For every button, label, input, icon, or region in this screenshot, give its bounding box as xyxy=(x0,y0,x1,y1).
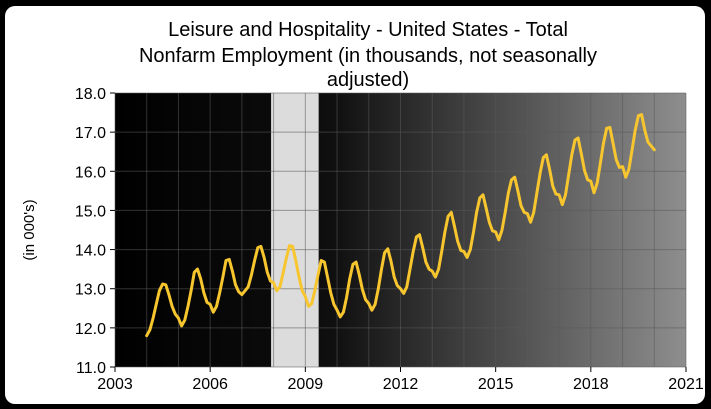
x-tick-label: 2012 xyxy=(383,376,419,393)
y-axis-ticks: 11.0 12.0 13.0 14.0 15.0 16.0 17.0 18.0 xyxy=(75,86,115,377)
chart-title-line-2: Nonfarm Employment (in thousands, not se… xyxy=(139,45,597,67)
y-tick-label: 13.0 xyxy=(75,282,106,299)
x-tick-label: 2021 xyxy=(668,376,704,393)
chart-title-line-3: adjusted) xyxy=(327,69,409,91)
x-tick-label: 2003 xyxy=(97,376,133,393)
y-tick-label: 16.0 xyxy=(75,164,106,181)
x-axis-ticks: 2003 2006 2009 2012 2015 2018 2021 xyxy=(97,367,704,393)
y-tick-label: 18.0 xyxy=(75,86,106,103)
series-line xyxy=(145,113,656,338)
y-tick-label: 12.0 xyxy=(75,321,106,338)
recession-band xyxy=(271,93,319,367)
y-tick-label: 15.0 xyxy=(75,203,106,220)
vertical-gridlines xyxy=(114,93,687,367)
y-axis-label: (in 000's) xyxy=(21,199,38,260)
chart-title: Leisure and Hospitality - United States … xyxy=(139,19,597,91)
y-tick-label: 17.0 xyxy=(75,125,106,142)
y-tick-label: 14.0 xyxy=(75,243,106,260)
x-tick-label: 2018 xyxy=(573,376,609,393)
chart-title-line-1: Leisure and Hospitality - United States … xyxy=(168,19,568,41)
x-tick-label: 2009 xyxy=(288,376,324,393)
x-tick-label: 2015 xyxy=(478,376,514,393)
x-tick-label: 2006 xyxy=(192,376,228,393)
horizontal-gridlines xyxy=(115,92,686,368)
y-tick-label: 11.0 xyxy=(76,360,106,377)
